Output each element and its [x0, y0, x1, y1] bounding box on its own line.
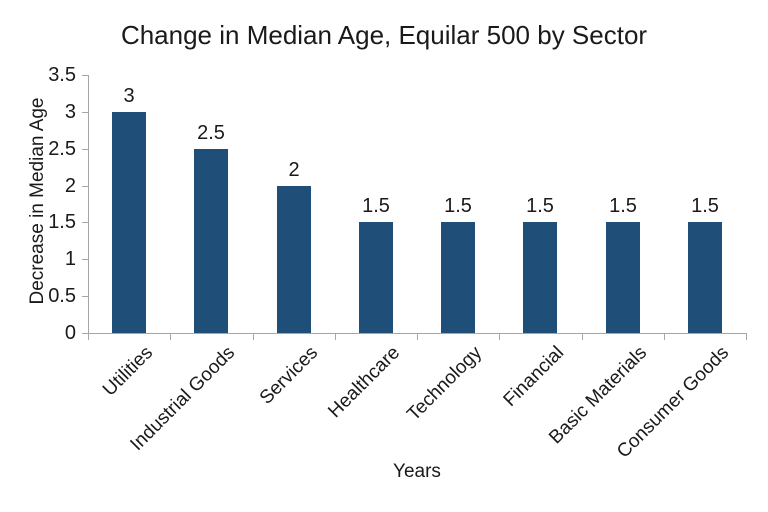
x-tick-mark — [170, 334, 171, 340]
bar-value-label: 1.5 — [526, 195, 554, 217]
x-tick-mark — [664, 334, 665, 340]
y-tick-mark — [82, 112, 88, 113]
y-tick-label: 2 — [64, 175, 76, 197]
bar-value-label: 1.5 — [444, 195, 472, 217]
bar-value-label: 2.5 — [197, 122, 225, 144]
y-tick-mark — [82, 259, 88, 260]
y-tick-label: 3 — [64, 101, 76, 123]
x-tick-mark — [499, 334, 500, 340]
x-tick-mark — [253, 334, 254, 340]
y-tick-mark — [82, 149, 88, 150]
bar — [688, 222, 722, 333]
x-tick-mark — [335, 334, 336, 340]
bar — [194, 149, 228, 333]
y-tick-mark — [82, 75, 88, 76]
y-axis-line — [88, 75, 89, 333]
x-axis-title: Years — [393, 461, 441, 482]
y-tick-label: 0.5 — [48, 285, 76, 307]
bar-value-label: 2 — [288, 159, 300, 181]
bar — [112, 112, 146, 333]
bar — [523, 222, 557, 333]
y-tick-label: 3.5 — [48, 64, 76, 86]
chart-title: Change in Median Age, Equilar 500 by Sec… — [120, 20, 648, 50]
bar-value-label: 1.5 — [691, 195, 719, 217]
x-tick-mark — [88, 334, 89, 340]
bar-value-label: 1.5 — [609, 195, 637, 217]
y-tick-mark — [82, 186, 88, 187]
x-tick-mark — [417, 334, 418, 340]
x-tick-mark — [582, 334, 583, 340]
bar — [606, 222, 640, 333]
y-tick-mark — [82, 222, 88, 223]
bar — [441, 222, 475, 333]
bar-value-label: 3 — [123, 85, 135, 107]
y-tick-label: 1 — [64, 248, 76, 270]
bar-value-label: 1.5 — [362, 195, 390, 217]
bar — [359, 222, 393, 333]
y-tick-label: 0 — [64, 322, 76, 344]
y-tick-mark — [82, 296, 88, 297]
x-axis-line — [88, 333, 747, 334]
x-tick-mark — [746, 334, 747, 340]
y-tick-label: 2.5 — [48, 138, 76, 160]
y-axis-title: Decrease in Median Age — [27, 97, 48, 305]
y-tick-label: 1.5 — [48, 211, 76, 233]
y-tick-mark — [82, 333, 88, 334]
bar — [277, 186, 311, 333]
